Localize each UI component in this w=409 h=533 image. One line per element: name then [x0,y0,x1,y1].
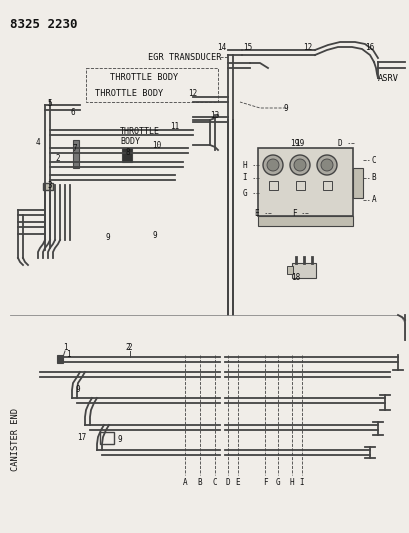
Text: 9: 9 [106,232,110,241]
Bar [291,263,315,278]
Bar [295,181,304,190]
Circle shape [293,159,305,171]
Text: THROTTLE BODY: THROTTLE BODY [95,88,163,98]
Text: ASRV: ASRV [377,74,398,83]
Text: 6: 6 [70,108,75,117]
Text: 12: 12 [188,88,197,98]
Text: I: I [242,174,247,182]
Circle shape [316,155,336,175]
Text: 5: 5 [47,99,52,108]
Text: 4: 4 [36,138,40,147]
Text: H: H [289,479,294,488]
Text: G: G [275,479,280,488]
Circle shape [266,159,278,171]
Text: H: H [242,160,247,169]
Text: E: E [235,479,240,488]
Text: B: B [371,174,375,182]
Text: D: D [225,479,230,488]
Text: B: B [197,479,202,488]
Text: 9: 9 [283,103,288,112]
Bar [257,148,352,216]
Bar [352,168,362,198]
Text: 9: 9 [76,385,80,394]
Text: THROTTLE
BODY: THROTTLE BODY [120,127,160,147]
Text: 17: 17 [77,433,86,442]
Text: 19: 19 [294,139,303,148]
Text: 19: 19 [290,139,299,148]
Bar [257,216,352,226]
Bar [122,148,132,162]
Circle shape [262,155,282,175]
Bar [73,140,79,168]
Bar [100,432,114,444]
Text: D: D [337,139,342,148]
Text: C: C [212,479,217,488]
Text: 11: 11 [170,122,179,131]
Text: 7: 7 [72,143,77,152]
Text: 1: 1 [65,351,70,359]
Text: 2: 2 [127,343,132,352]
Text: 3: 3 [47,181,52,190]
Text: CANISTER END: CANISTER END [11,408,20,472]
Text: 9: 9 [117,435,122,445]
Text: G: G [242,189,247,198]
Text: 15: 15 [243,43,252,52]
Bar [43,183,53,190]
Bar [57,355,63,363]
Text: 2: 2 [56,154,60,163]
Bar [286,266,292,274]
Text: 1: 1 [63,343,67,352]
Bar [322,181,331,190]
Text: 8325 2230: 8325 2230 [10,18,77,31]
Text: F: F [262,479,267,488]
Text: 8: 8 [126,148,130,157]
Text: 2: 2 [126,343,130,352]
Text: 13: 13 [210,110,219,119]
Text: 9: 9 [152,230,157,239]
Text: 16: 16 [364,43,374,52]
Text: THROTTLE BODY: THROTTLE BODY [110,72,178,82]
Text: EGR TRANSDUCER: EGR TRANSDUCER [148,52,221,61]
Text: A: A [371,196,375,205]
Text: 14: 14 [217,43,226,52]
Text: C: C [371,156,375,165]
Circle shape [320,159,332,171]
Text: E: E [254,208,258,217]
Bar [268,181,277,190]
Text: 12: 12 [303,43,312,52]
Text: 18: 18 [291,273,300,282]
Text: 10: 10 [152,141,161,149]
Text: I: I [299,479,303,488]
Circle shape [289,155,309,175]
Text: A: A [182,479,187,488]
Text: F: F [291,208,296,217]
